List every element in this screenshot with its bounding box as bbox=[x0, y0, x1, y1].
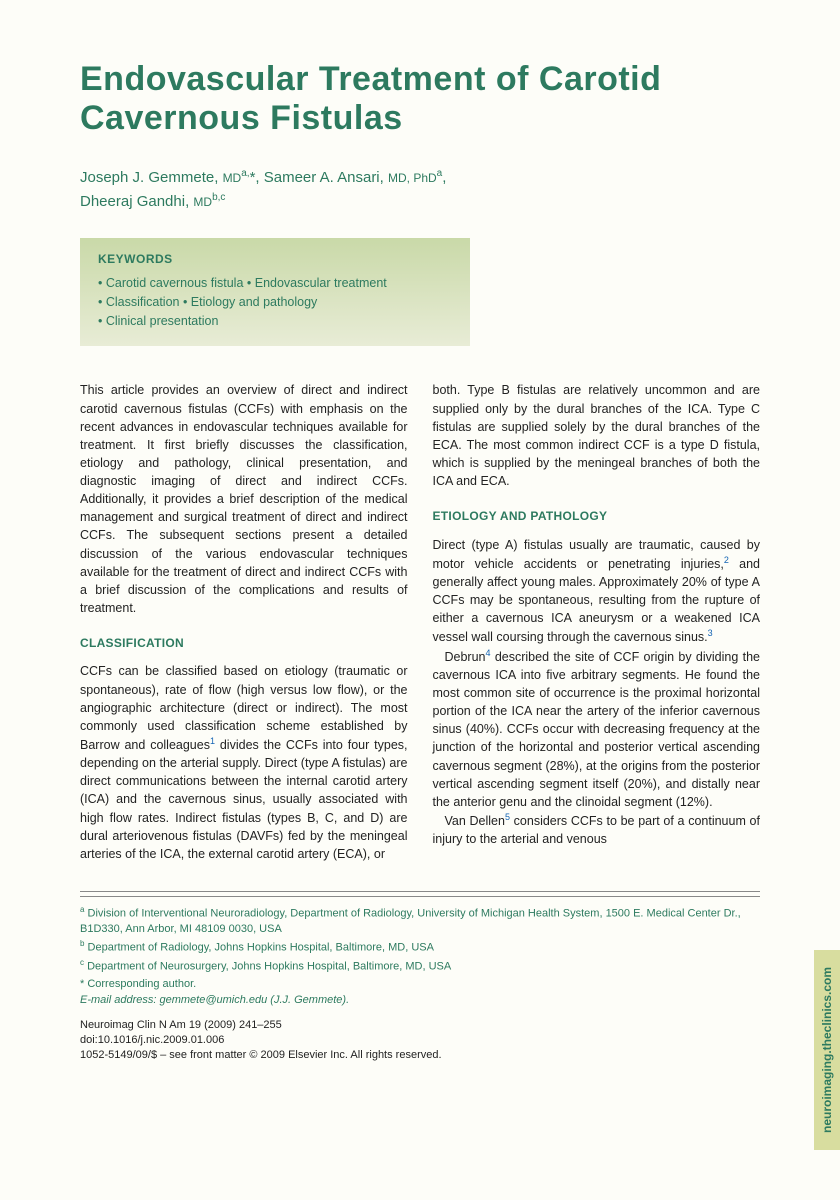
etiology-p1: Direct (type A) fistulas usually are tra… bbox=[433, 536, 761, 647]
keywords-box: KEYWORDS • Carotid cavernous fistula • E… bbox=[80, 238, 470, 346]
side-tab-label: neuroimaging.theclinics.com bbox=[820, 967, 834, 1133]
classification-continued: both. Type B fistulas are relatively unc… bbox=[433, 381, 761, 490]
affiliation-b: b Department of Radiology, Johns Hopkins… bbox=[80, 938, 760, 956]
email-line: E-mail address: gemmete@umich.edu (J.J. … bbox=[80, 993, 760, 1008]
section-heading-etiology: ETIOLOGY AND PATHOLOGY bbox=[433, 508, 761, 525]
journal-citation: Neuroimag Clin N Am 19 (2009) 241–255 bbox=[80, 1018, 760, 1033]
keywords-header: KEYWORDS bbox=[98, 252, 452, 266]
affiliation-a: a Division of Interventional Neuroradiol… bbox=[80, 904, 760, 937]
side-tab: neuroimaging.theclinics.com bbox=[814, 950, 840, 1150]
keywords-list: • Carotid cavernous fistula • Endovascul… bbox=[98, 274, 452, 330]
affiliation-c: c Department of Neurosurgery, Johns Hopk… bbox=[80, 957, 760, 975]
keyword-line: • Classification • Etiology and patholog… bbox=[98, 293, 452, 312]
corresponding-author: * Corresponding author. bbox=[80, 977, 760, 992]
affiliations-footnotes: a Division of Interventional Neuroradiol… bbox=[80, 891, 760, 1008]
keyword-line: • Clinical presentation bbox=[98, 312, 452, 331]
right-column: both. Type B fistulas are relatively unc… bbox=[433, 381, 761, 863]
left-column: This article provides an overview of dir… bbox=[80, 381, 408, 863]
doi: doi:10.1016/j.nic.2009.01.006 bbox=[80, 1033, 760, 1048]
publication-info: Neuroimag Clin N Am 19 (2009) 241–255 do… bbox=[80, 1018, 760, 1063]
etiology-p3: Van Dellen5 considers CCFs to be part of… bbox=[433, 811, 761, 848]
etiology-p2: Debrun4 described the site of CCF origin… bbox=[433, 647, 761, 811]
intro-paragraph: This article provides an overview of dir… bbox=[80, 381, 408, 617]
classification-body: CCFs can be classified based on etiology… bbox=[80, 662, 408, 863]
article-title: Endovascular Treatment of Carotid Cavern… bbox=[80, 60, 760, 138]
copyright: 1052-5149/09/$ – see front matter © 2009… bbox=[80, 1048, 760, 1063]
section-heading-classification: CLASSIFICATION bbox=[80, 635, 408, 652]
author-line: Joseph J. Gemmete, MDa,*, Sameer A. Ansa… bbox=[80, 166, 760, 213]
keyword-line: • Carotid cavernous fistula • Endovascul… bbox=[98, 274, 452, 293]
